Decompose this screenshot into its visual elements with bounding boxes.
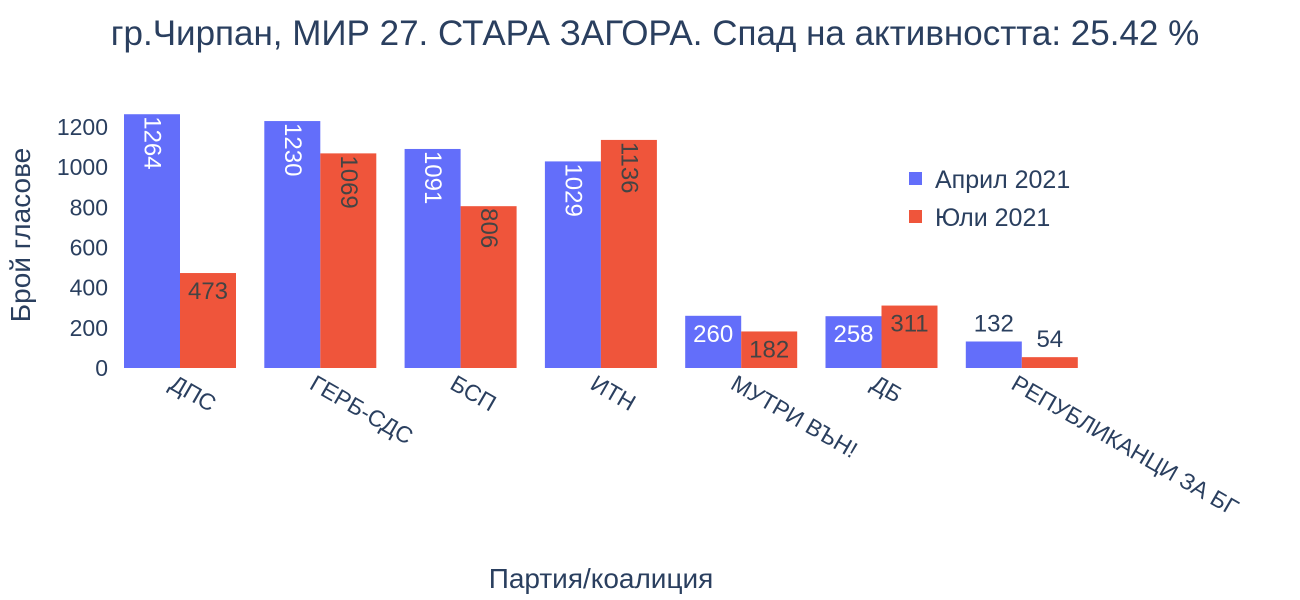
bar [264,121,321,368]
bar-value-label: 132 [974,310,1014,337]
y-axis-ticks: 0 200 400 600 800 1000 1200 [57,114,108,381]
x-axis-title: Партия/коалиция [489,563,714,594]
bar-value-label: 1091 [419,151,446,204]
bar [1021,357,1078,368]
bar [320,153,377,368]
bar [685,315,742,368]
bar-value-label: 258 [833,321,873,348]
bar [404,148,461,368]
legend: Април 2021 Юли 2021 [909,166,1070,232]
bars [124,114,1078,368]
bar [881,305,938,368]
y-tick-label: 200 [70,315,108,341]
y-tick-label: 0 [95,355,108,381]
bar-value-label: 311 [890,311,928,338]
bar-value-label: 1264 [139,116,166,169]
bar [180,273,236,368]
bar-value-label: 54 [1036,326,1063,353]
bar-value-label: 1029 [559,163,586,216]
x-tick-label: ДБ [867,370,907,408]
legend-swatch [909,210,922,223]
bar-labels: 1264 473 1230 1069 1091 806 1029 1136 260 182 258 3… [139,116,1064,363]
bar [741,331,798,368]
y-tick-label: 400 [70,275,108,301]
bar [544,161,601,368]
x-tick-label: РЕПУБЛИКАНЦИ ЗА БГ [1007,370,1243,521]
x-axis-ticks: ДПС ГЕРБ-СДС БСП ИТН МУТРИ ВЪН! ДБ РЕПУБЛИКАНЦ… [166,370,1244,521]
bar-value-label: 182 [749,336,789,363]
bar-value-label: 1136 [615,142,642,194]
x-tick-label: ДПС [166,370,221,417]
bar-value-label: 1230 [279,123,306,176]
bar-value-label: 260 [693,321,733,348]
x-tick-label: ГЕРБ-СДС [306,370,418,450]
bar [124,114,180,368]
bar-value-label: 806 [475,208,502,248]
x-tick-label: ИТН [586,370,640,416]
bar-value-label: 473 [188,278,228,305]
y-axis-title: Брой гласове [5,148,36,322]
legend-label: Април 2021 [935,166,1070,194]
legend-label: Юли 2021 [935,204,1050,232]
y-tick-label: 1000 [57,154,108,180]
y-tick-label: 1200 [57,114,108,140]
x-tick-label: БСП [446,370,501,417]
bar [965,341,1022,368]
x-tick-label: МУТРИ ВЪН! [727,370,862,463]
chart-title: гр.Чирпан, МИР 27. СТАРА ЗАГОРА. Спад на… [110,14,1200,53]
legend-swatch [909,172,922,185]
bar-value-label: 1069 [335,155,362,208]
y-tick-label: 600 [70,235,108,261]
y-tick-label: 800 [70,194,108,220]
bar [460,206,517,368]
bar [600,139,657,368]
bar [825,316,882,368]
